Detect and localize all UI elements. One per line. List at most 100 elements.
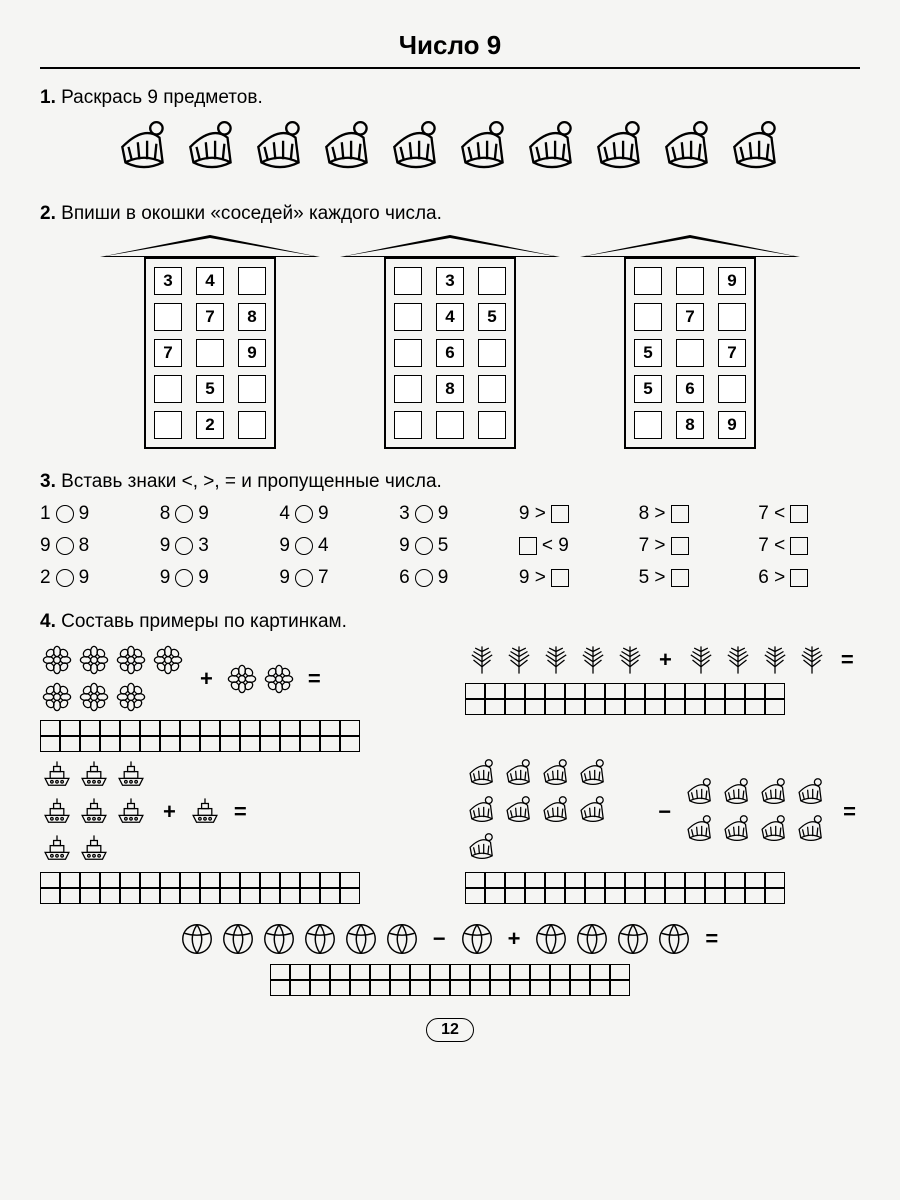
ball-icon [532,920,570,958]
house-window[interactable]: 6 [676,375,704,403]
blank-square[interactable] [790,569,808,587]
house-window[interactable] [676,339,704,367]
blank-square[interactable] [671,569,689,587]
house-window[interactable]: 3 [436,267,464,295]
blank-circle[interactable] [295,569,313,587]
hat-icon [757,814,791,848]
house-window[interactable] [238,411,266,439]
comparison-cell: 9 > [519,503,621,525]
ball-icon [260,920,298,958]
house-window[interactable]: 5 [478,303,506,331]
house-window[interactable] [394,375,422,403]
comparison-cell: < 9 [519,535,621,557]
blank-circle[interactable] [415,505,433,523]
blank-circle[interactable] [175,569,193,587]
blank-circle[interactable] [415,569,433,587]
house-window[interactable] [394,267,422,295]
blank-circle[interactable] [415,537,433,555]
house-window[interactable]: 9 [718,411,746,439]
blank-square[interactable] [671,537,689,555]
house-window[interactable] [718,303,746,331]
house-window[interactable] [436,411,464,439]
house-window[interactable]: 9 [238,339,266,367]
house-window[interactable]: 8 [676,411,704,439]
house-window[interactable] [154,303,182,331]
house-window[interactable]: 7 [676,303,704,331]
task-4-row-2: += −= [40,758,860,910]
hat-icon [113,119,175,181]
blank-square[interactable] [551,505,569,523]
house-window[interactable]: 5 [634,375,662,403]
comparison-cell: 8 > [639,503,741,525]
ship-icon [77,795,111,829]
house-window[interactable] [676,267,704,295]
tree-icon [795,643,829,677]
house-window[interactable] [154,411,182,439]
house: 34787952 [100,235,320,449]
house-window[interactable] [394,303,422,331]
answer-grid[interactable] [40,720,360,752]
blank-circle[interactable] [295,505,313,523]
comparison-cell: 9 8 [40,535,142,557]
blank-circle[interactable] [56,505,74,523]
house-window[interactable]: 7 [196,303,224,331]
house-window[interactable]: 4 [436,303,464,331]
house-window[interactable] [718,375,746,403]
answer-grid[interactable] [465,872,785,904]
hat-icon [317,119,379,181]
comparison-cell: 6 > [758,567,860,589]
comparison-grid: 1 98 94 93 99 > 8 > 7 < 9 89 39 49 5 < 9… [40,503,860,589]
house-window[interactable] [238,375,266,403]
house-window[interactable]: 7 [154,339,182,367]
task-2-label: 2. Впиши в окошки «соседей» каждого числ… [40,203,860,225]
house-window[interactable]: 7 [718,339,746,367]
ball-icon [458,920,496,958]
blank-square[interactable] [551,569,569,587]
house-window[interactable]: 5 [634,339,662,367]
house-window[interactable]: 3 [154,267,182,295]
house-window[interactable]: 8 [238,303,266,331]
answer-grid[interactable] [270,964,630,996]
house-window[interactable] [394,411,422,439]
house-window[interactable] [478,339,506,367]
blank-square[interactable] [671,505,689,523]
answer-grid[interactable] [465,683,785,715]
house-window[interactable] [634,411,662,439]
ship-icon [77,758,111,792]
house-window[interactable] [634,267,662,295]
blank-circle[interactable] [295,537,313,555]
blank-circle[interactable] [175,505,193,523]
tree-icon [539,643,573,677]
house-window[interactable]: 6 [436,339,464,367]
house-window[interactable] [478,411,506,439]
flower-icon [40,680,74,714]
ship-icon [40,832,74,866]
house-window[interactable]: 8 [436,375,464,403]
blank-square[interactable] [790,537,808,555]
house-window[interactable]: 5 [196,375,224,403]
house-window[interactable] [196,339,224,367]
hat-icon [725,119,787,181]
comparison-cell: 9 3 [160,535,262,557]
tree-icon [758,643,792,677]
house-window[interactable] [154,375,182,403]
blank-circle[interactable] [175,537,193,555]
blank-square[interactable] [519,537,537,555]
blank-square[interactable] [790,505,808,523]
blank-circle[interactable] [56,569,74,587]
house-window[interactable]: 2 [196,411,224,439]
house-window[interactable] [634,303,662,331]
comparison-cell: 9 4 [279,535,381,557]
hat-icon [453,119,515,181]
blank-circle[interactable] [56,537,74,555]
hat-icon [539,795,573,829]
house-window[interactable]: 4 [196,267,224,295]
comparison-cell: 9 5 [399,535,501,557]
house-window[interactable] [478,375,506,403]
house-window[interactable] [478,267,506,295]
house-window[interactable]: 9 [718,267,746,295]
house-window[interactable] [238,267,266,295]
answer-grid[interactable] [40,872,360,904]
house-window[interactable] [394,339,422,367]
page-title: Число 9 [40,30,860,69]
